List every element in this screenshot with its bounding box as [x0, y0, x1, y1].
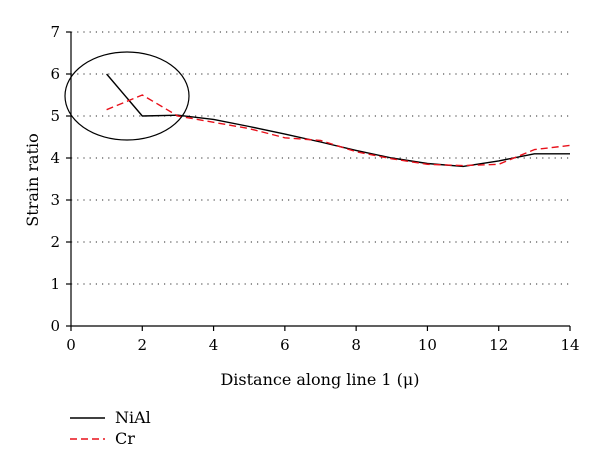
- axes: [70, 32, 570, 327]
- x-tick-label: 2: [138, 336, 148, 354]
- x-tick-label: 6: [280, 336, 290, 354]
- y-tick-label: 0: [50, 317, 60, 335]
- x-tick-label: 12: [489, 336, 508, 354]
- x-ticks: 0 2 4 6 8 10 12 14: [66, 326, 580, 354]
- x-tick-label: 8: [351, 336, 361, 354]
- series-line-cr: [106, 94, 571, 167]
- legend: NiAl Cr: [70, 408, 151, 448]
- legend-label-nial: NiAl: [115, 408, 151, 427]
- y-ticks: 0 1 2 3 4 5 6 7: [50, 23, 71, 335]
- legend-label-cr: Cr: [115, 429, 135, 448]
- x-tick-label: 10: [418, 336, 437, 354]
- y-tick-label: 3: [50, 191, 60, 209]
- y-tick-label: 1: [50, 275, 60, 293]
- x-axis-label: Distance along line 1 (μ): [220, 370, 419, 389]
- x-tick-label: 14: [560, 336, 579, 354]
- y-tick-label: 4: [50, 149, 60, 167]
- y-tick-label: 7: [50, 23, 60, 41]
- gridlines: [71, 31, 570, 285]
- y-tick-label: 2: [50, 233, 60, 251]
- y-tick-label: 5: [50, 107, 60, 125]
- x-tick-label: 4: [209, 336, 219, 354]
- x-tick-label: 0: [66, 336, 76, 354]
- y-tick-label: 6: [50, 65, 60, 83]
- series-line-nial: [106, 73, 570, 168]
- series-lines: [106, 73, 571, 168]
- y-axis-label: Strain ratio: [23, 133, 42, 226]
- highlight-ellipse: [64, 51, 190, 141]
